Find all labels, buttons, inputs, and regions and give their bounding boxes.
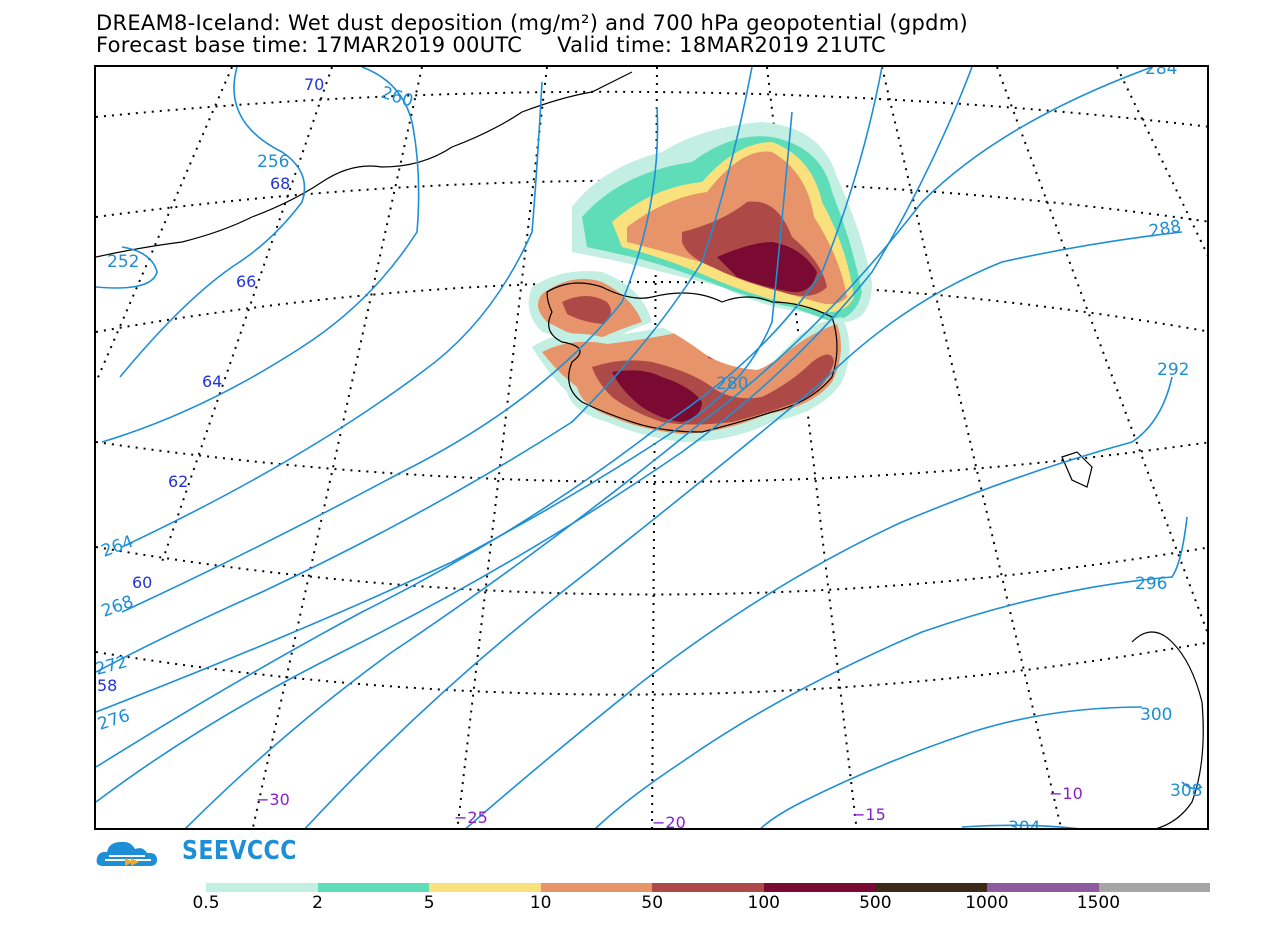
longitude-label: −15: [852, 805, 886, 824]
longitude-label-layer: −30 −25 −20 −15 −10: [256, 784, 1083, 830]
colorbar-swatch: [540, 883, 653, 892]
contour-label: 288: [1147, 217, 1182, 242]
colorbar-tick-label: 5: [423, 893, 435, 913]
colorbar-swatch: [429, 883, 541, 892]
colorbar-swatch: [986, 883, 1099, 892]
contour-label: 304: [1008, 818, 1040, 830]
colorbar-tick-label: 1000: [965, 893, 1009, 913]
map-panel: 252 256 260 264 268 272 276 280 284 288 …: [94, 65, 1209, 830]
contour-label: 280: [716, 374, 748, 394]
coastlines: [96, 71, 1204, 828]
colorbar-swatch: [763, 883, 876, 892]
map-canvas: 252 256 260 264 268 272 276 280 284 288 …: [96, 67, 1207, 830]
latitude-label: 70: [304, 75, 324, 94]
contour-label: 292: [1157, 360, 1189, 380]
longitude-label: −25: [454, 808, 488, 827]
contour-label: 308: [1170, 781, 1202, 801]
colorbar-tick-label: 0.5: [192, 893, 220, 913]
colorbar-tick-label: 10: [529, 893, 552, 913]
dust-deposition-field: [528, 122, 872, 442]
contour-label: 264: [99, 532, 136, 562]
contour-label: 268: [99, 592, 136, 622]
contour-label: 260: [378, 83, 415, 112]
latitude-label: 68: [270, 174, 290, 193]
latitude-label: 60: [132, 573, 152, 592]
longitude-label: −10: [1049, 784, 1083, 803]
colorbar-swatch: [317, 883, 430, 892]
latitude-label: 64: [202, 372, 222, 391]
contour-label: 252: [107, 252, 139, 272]
latitude-label-layer: 70 68 66 64 62 60 58: [97, 75, 324, 695]
colorbar-tick-label: 500: [859, 893, 892, 913]
latitude-label: 62: [168, 472, 188, 491]
colorbar-tick-label: 50: [641, 893, 664, 913]
colorbar-swatch: [206, 883, 318, 892]
contour-label: 296: [1135, 574, 1167, 594]
colorbar-tick-label: 1500: [1076, 893, 1121, 913]
seevccc-logo-text: SEEVCCC: [182, 836, 297, 866]
latitude-label: 66: [236, 272, 256, 291]
longitude-label: −30: [256, 790, 290, 809]
colorbar-swatch: [652, 883, 764, 892]
geopotential-contours: [96, 67, 1203, 828]
contour-label: 300: [1140, 705, 1172, 725]
map-title: DREAM8-Iceland: Wet dust deposition (mg/…: [96, 11, 968, 35]
dust-colorbar: [206, 883, 1211, 892]
colorbar-tick-label: 100: [747, 893, 780, 913]
map-subtitle-times: Forecast base time: 17MAR2019 00UTC Vali…: [96, 33, 886, 57]
colorbar-swatch: [1098, 883, 1211, 892]
colorbar-tick-label: 2: [312, 893, 323, 913]
contour-label: 256: [257, 152, 289, 172]
colorbar-swatch: [875, 883, 987, 892]
longitude-label: −20: [652, 813, 686, 830]
contour-label: 284: [1145, 67, 1177, 79]
latitude-label: 58: [97, 676, 117, 695]
seevccc-cloud-logo-icon: [96, 841, 157, 866]
